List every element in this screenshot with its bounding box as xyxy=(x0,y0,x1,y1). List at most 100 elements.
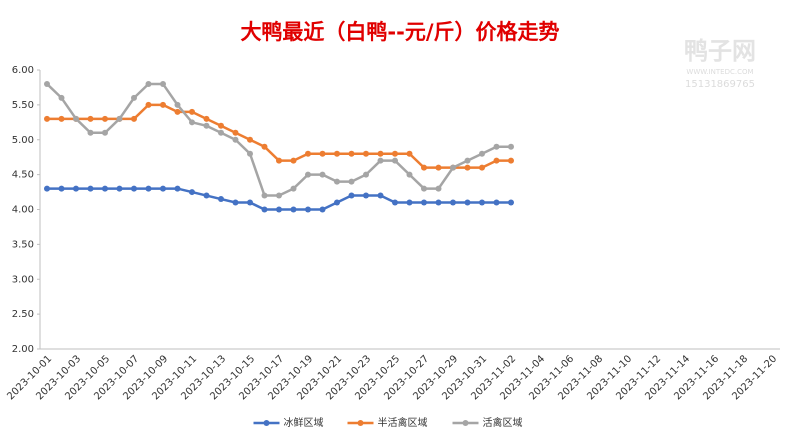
point xyxy=(276,157,282,164)
legend-marker xyxy=(462,420,469,426)
point xyxy=(218,129,224,136)
point xyxy=(479,150,485,157)
chart-title: 大鸭最近（白鸭--元/斤）价格走势 xyxy=(240,20,559,44)
point xyxy=(203,122,210,129)
point xyxy=(493,199,500,206)
legend-label: 活禽区域 xyxy=(483,416,523,429)
point xyxy=(508,143,514,150)
point xyxy=(145,101,152,108)
point xyxy=(44,115,50,122)
point xyxy=(232,129,239,136)
point xyxy=(493,157,500,164)
point xyxy=(232,199,239,206)
y-tick-label: 4.00 xyxy=(12,205,34,216)
point xyxy=(102,115,108,122)
point xyxy=(305,171,311,178)
point xyxy=(203,115,210,122)
point xyxy=(377,192,384,199)
watermark-url: WWW.INTEDC.COM xyxy=(686,68,753,76)
point xyxy=(174,108,181,115)
point xyxy=(493,143,500,150)
point xyxy=(363,192,369,199)
y-tick-label: 2.50 xyxy=(12,309,34,320)
point xyxy=(160,80,166,87)
point xyxy=(421,164,427,171)
point xyxy=(435,199,442,206)
point xyxy=(58,185,65,192)
point xyxy=(87,185,94,192)
point xyxy=(102,185,108,192)
legend-label: 冰鲜区域 xyxy=(284,416,324,429)
y-tick-label: 3.50 xyxy=(12,239,34,250)
point xyxy=(174,101,181,108)
point xyxy=(435,185,442,192)
point xyxy=(392,157,398,164)
point xyxy=(276,206,282,213)
point xyxy=(189,189,195,196)
point xyxy=(261,206,268,213)
point xyxy=(334,150,340,157)
point xyxy=(479,164,485,171)
point xyxy=(421,185,427,192)
point xyxy=(435,164,442,171)
point xyxy=(218,122,224,129)
point xyxy=(319,171,326,178)
point xyxy=(247,199,253,206)
point xyxy=(116,185,123,192)
y-tick-label: 6.00 xyxy=(12,65,34,76)
point xyxy=(348,192,355,199)
point xyxy=(131,185,137,192)
point xyxy=(160,101,166,108)
point xyxy=(87,129,94,136)
point xyxy=(406,199,413,206)
y-tick-label: 4.50 xyxy=(12,170,34,181)
point xyxy=(290,185,297,192)
point xyxy=(218,196,224,203)
point xyxy=(450,199,456,206)
point xyxy=(479,199,485,206)
point xyxy=(348,150,355,157)
point xyxy=(87,115,94,122)
point xyxy=(131,115,137,122)
point xyxy=(363,150,369,157)
point xyxy=(276,192,282,199)
point xyxy=(174,185,181,192)
point xyxy=(348,178,355,185)
point xyxy=(73,115,79,122)
point xyxy=(247,136,253,143)
point xyxy=(189,119,195,126)
point xyxy=(290,206,297,213)
point xyxy=(145,185,152,192)
point xyxy=(392,150,398,157)
legend-marker xyxy=(357,420,364,426)
point xyxy=(261,143,268,150)
watermark-phone: 15131869765 xyxy=(685,79,755,90)
point xyxy=(131,94,137,101)
watermark-name: 鸭子网 xyxy=(684,37,756,65)
point xyxy=(232,136,239,143)
point xyxy=(450,164,456,171)
point xyxy=(102,129,108,136)
point xyxy=(290,157,297,164)
point xyxy=(464,164,471,171)
point xyxy=(247,150,253,157)
point xyxy=(392,199,398,206)
point xyxy=(305,150,311,157)
point xyxy=(508,157,514,164)
y-tick-label: 3.00 xyxy=(12,274,34,285)
point xyxy=(377,150,384,157)
point xyxy=(145,80,152,87)
point xyxy=(508,199,514,206)
point xyxy=(203,192,210,199)
point xyxy=(160,185,166,192)
point xyxy=(44,185,50,192)
point xyxy=(261,192,268,199)
y-tick-label: 5.00 xyxy=(12,135,34,146)
point xyxy=(421,199,427,206)
legend-marker xyxy=(263,420,270,426)
point xyxy=(189,108,195,115)
point xyxy=(377,157,384,164)
point xyxy=(406,171,413,178)
